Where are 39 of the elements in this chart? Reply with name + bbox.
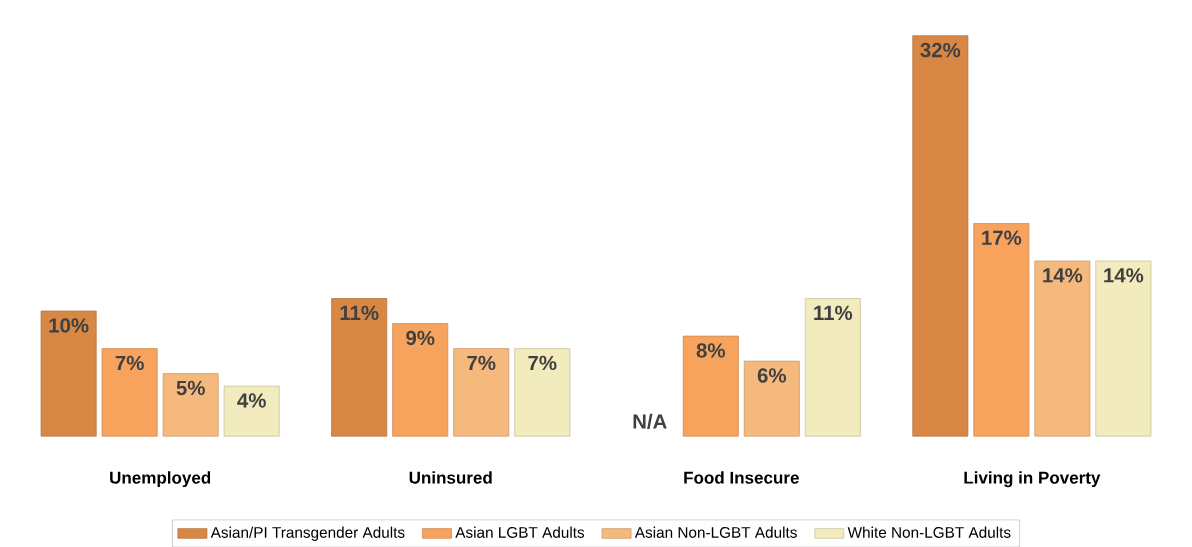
bar <box>1034 260 1091 437</box>
data-label: 32% <box>920 42 961 58</box>
bar <box>40 310 97 437</box>
legend-label: Asian Non-LGBT Adults <box>634 526 797 538</box>
text: N/A <box>633 413 667 429</box>
bar <box>514 348 571 437</box>
bar <box>682 335 739 437</box>
legend-label: White Non-LGBT Adults <box>847 526 1011 538</box>
data-label: 7% <box>467 355 496 370</box>
data-label: 7% <box>115 355 144 370</box>
data-label: 14% <box>1104 267 1144 283</box>
bar <box>223 385 280 437</box>
bar <box>804 297 861 437</box>
data-label: 14% <box>1043 267 1083 283</box>
bar <box>162 373 219 437</box>
x-tick-label: Uninsured <box>409 471 492 484</box>
x-tick-label: Living in Poverty <box>964 471 1101 487</box>
legend-label: Asian LGBT Adults <box>455 526 585 538</box>
x-tick-label: Unemployed <box>110 471 211 487</box>
bar <box>453 348 510 437</box>
data-label: 7% <box>528 355 557 370</box>
data-label: 6% <box>757 368 787 383</box>
data-label: 9% <box>406 330 435 345</box>
x-tick-label: Food Insecure <box>684 471 799 484</box>
bar <box>912 35 969 437</box>
data-label: 11% <box>340 305 379 320</box>
data-label: 4% <box>237 393 266 408</box>
data-label: 10% <box>49 317 89 333</box>
bar <box>1095 260 1152 437</box>
data-label: 5% <box>176 380 205 395</box>
bar <box>743 360 800 437</box>
legend-label: Asian/PI Transgender Adults <box>210 526 405 541</box>
data-label: 8% <box>696 343 725 358</box>
data-label: 11% <box>814 305 853 320</box>
bar <box>392 323 449 437</box>
bar <box>973 222 1030 437</box>
bar <box>331 297 388 437</box>
data-label: 17% <box>982 230 1022 245</box>
bar <box>101 348 158 437</box>
